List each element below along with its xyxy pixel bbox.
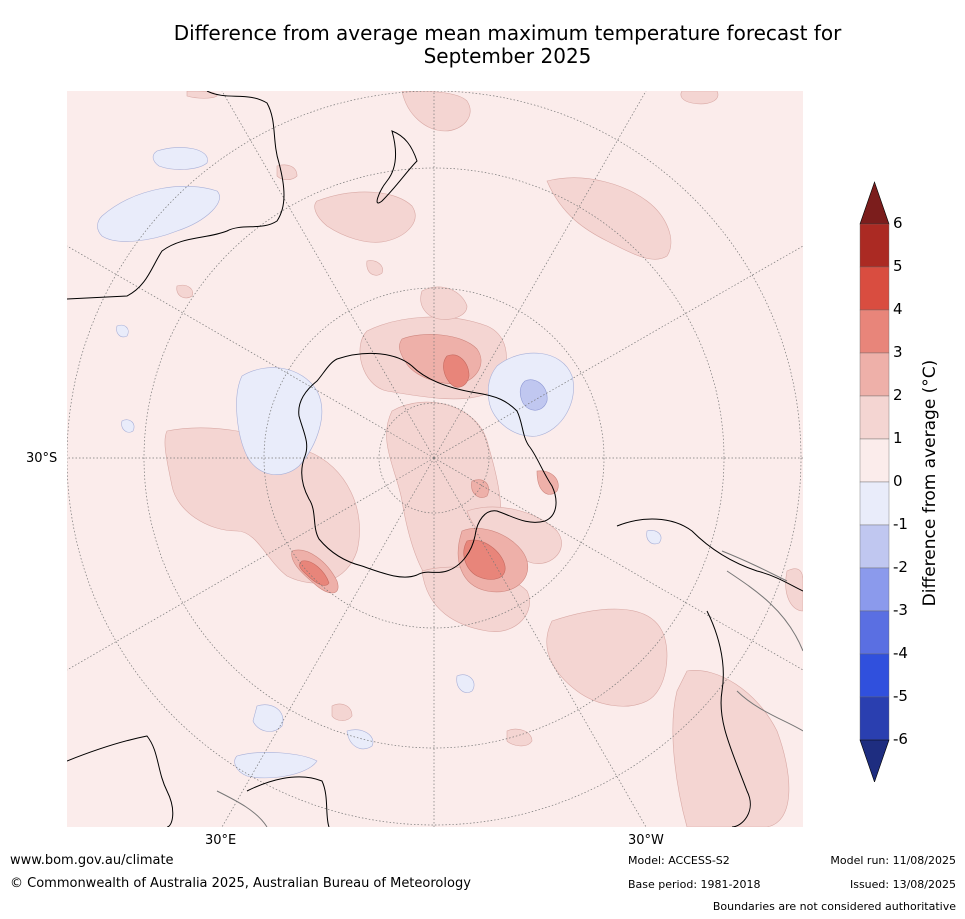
colorbar-tick-label: -3 xyxy=(893,601,908,619)
footer-issued: Issued: 13/08/2025 xyxy=(849,878,956,891)
footer-website: www.bom.gov.au/climate xyxy=(10,853,174,868)
footer-disclaimer: Boundaries are not considered authoritat… xyxy=(712,900,956,913)
colorbar-tick-label: 5 xyxy=(893,257,903,275)
latitude-label-30s: 30°S xyxy=(26,451,58,466)
country-boundaries xyxy=(216,550,803,827)
polar-map[interactable] xyxy=(67,91,803,827)
anomaly-minus1-regions xyxy=(97,147,662,779)
longitude-label-30e: 30°E xyxy=(205,833,237,848)
colorbar-tick-label: -5 xyxy=(893,687,908,705)
colorbar-tick-label: -4 xyxy=(893,644,908,662)
graticule xyxy=(67,91,803,827)
footer-model-run: Model run: 11/08/2025 xyxy=(830,854,956,867)
longitude-label-30w: 30°W xyxy=(628,833,664,848)
map-title-line2: September 2025 xyxy=(423,44,592,68)
footer-model: Model: ACCESS-S2 xyxy=(628,854,730,867)
colorbar-band xyxy=(859,438,890,483)
footer-copyright: © Commonwealth of Australia 2025, Austra… xyxy=(10,876,471,891)
colorbar-extend-top xyxy=(859,181,890,225)
colorbar-tick-label: 2 xyxy=(893,386,903,404)
colorbar xyxy=(859,181,890,782)
colorbar-band xyxy=(859,696,890,741)
colorbar-tick-label: 6 xyxy=(893,214,903,232)
colorbar-band xyxy=(859,266,890,311)
colorbar-band xyxy=(859,395,890,440)
colorbar-band xyxy=(859,610,890,655)
africa-coast xyxy=(67,735,330,827)
colorbar-tick-label: -1 xyxy=(893,515,908,533)
colorbar-tick-label: 0 xyxy=(893,472,903,490)
colorbar-tick-label: 4 xyxy=(893,300,903,318)
colorbar-tick-label: -6 xyxy=(893,730,908,748)
map-title: Difference from average mean maximum tem… xyxy=(0,22,965,68)
south-america-coast xyxy=(616,518,803,827)
anomaly-minus2-regions xyxy=(519,379,548,411)
colorbar-band xyxy=(859,223,890,268)
colorbar-band xyxy=(859,524,890,569)
colorbar-band xyxy=(859,352,890,397)
coastlines xyxy=(67,91,803,827)
map-title-line1: Difference from average mean maximum tem… xyxy=(173,21,842,45)
colorbar-tick-label: 1 xyxy=(893,429,903,447)
footer-base-period: Base period: 1981-2018 xyxy=(628,878,761,891)
colorbar-tick-label: 3 xyxy=(893,343,903,361)
antarctica-coast xyxy=(298,352,557,578)
colorbar-title: Difference from average (°C) xyxy=(920,359,940,607)
australia-coast xyxy=(67,91,285,300)
colorbar-extend-bottom xyxy=(859,739,890,782)
colorbar-band xyxy=(859,309,890,354)
colorbar-band xyxy=(859,481,890,526)
colorbar-tick-label: -2 xyxy=(893,558,908,576)
colorbar-band xyxy=(859,653,890,698)
new-zealand-coast xyxy=(376,130,418,204)
anomaly-plus3-regions xyxy=(299,354,506,586)
colorbar-band xyxy=(859,567,890,612)
